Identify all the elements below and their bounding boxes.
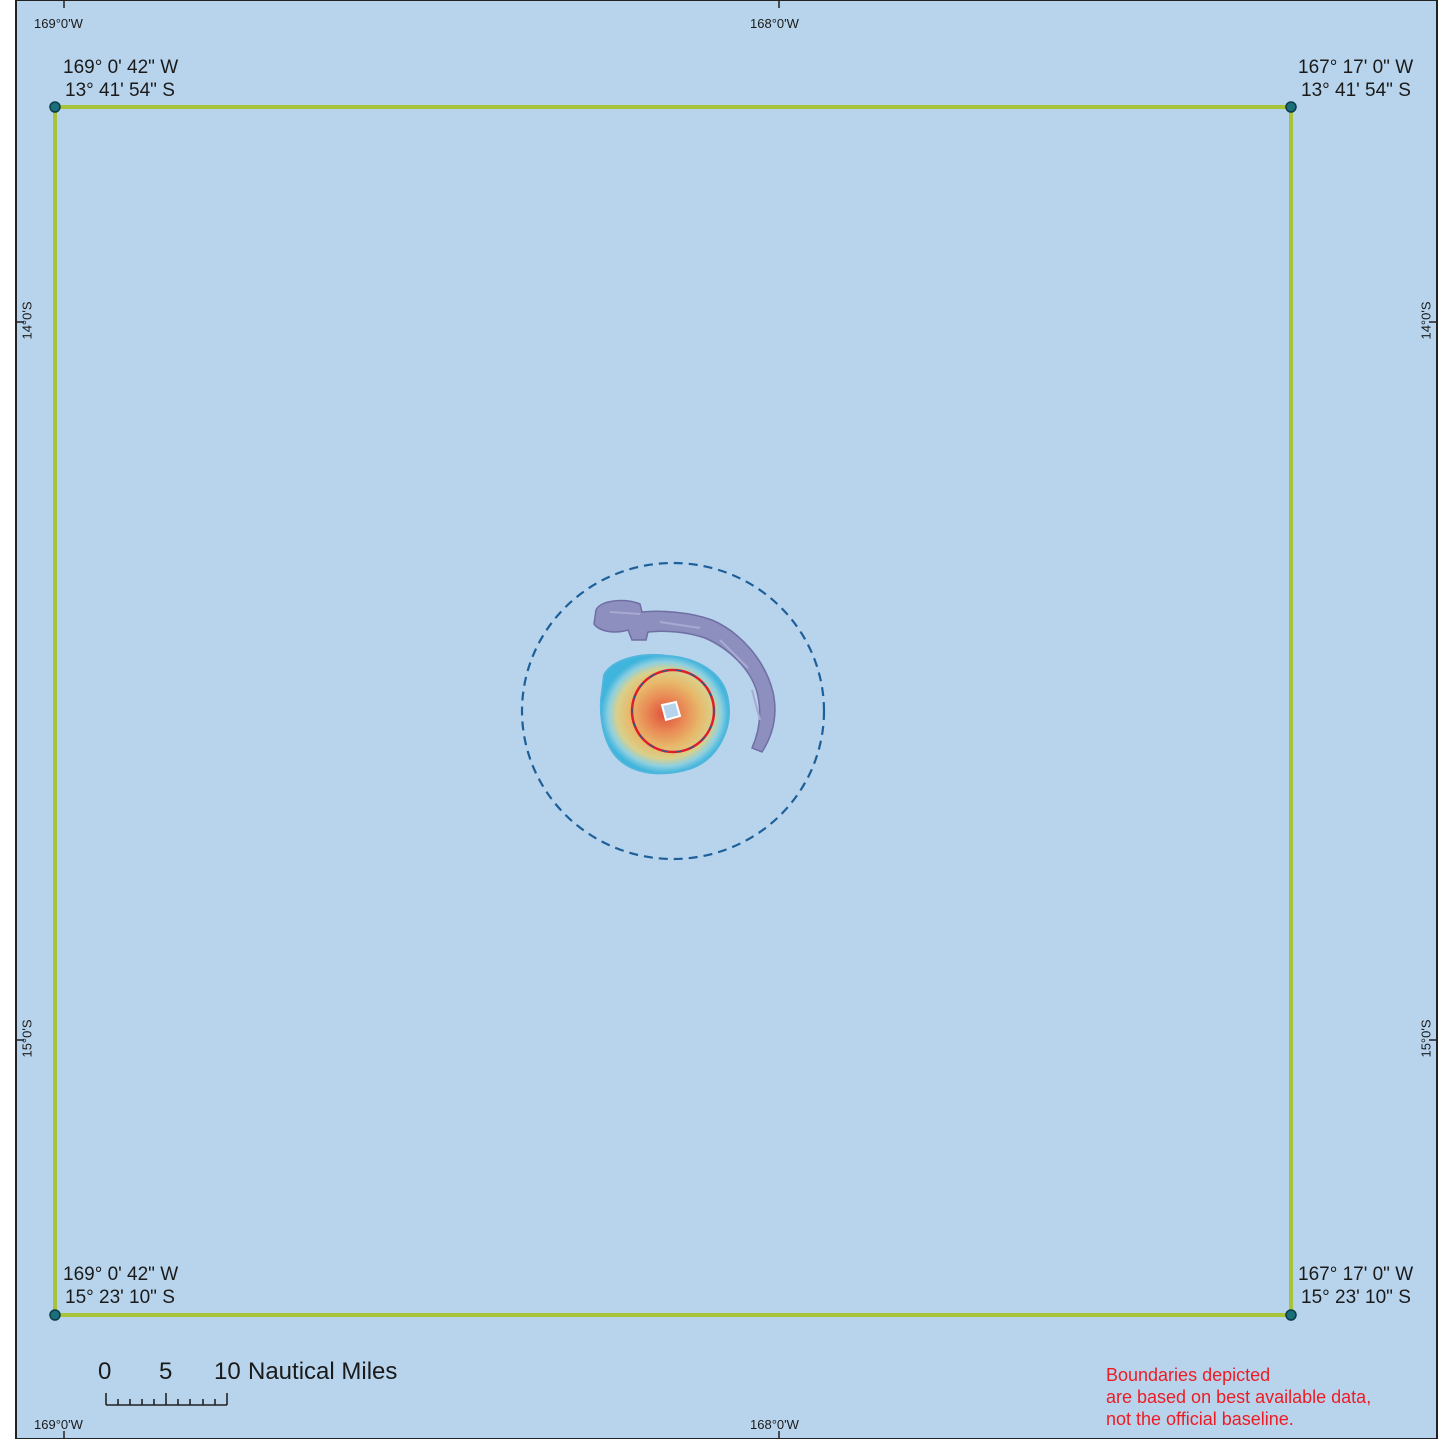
corner-lat: 15° 23' 10" S [1301,1287,1411,1308]
corner-point-top-right [1285,101,1297,113]
corner-label-bottom-left: 169° 0' 42" W 15° 23' 10" S [63,1263,178,1309]
dashed-boundary-circle [520,561,826,861]
graticule-left-label-1: 14°0'S [19,301,35,340]
disclaimer-line-3: not the official baseline. [1106,1409,1294,1429]
scale-tick-5: 5 [159,1358,173,1385]
graticule-ticks [16,0,1437,1439]
corner-lat: 13° 41' 54" S [1301,80,1411,101]
corner-point-bottom-right [1285,1309,1297,1321]
corner-lat: 15° 23' 10" S [65,1287,175,1308]
corner-label-top-right: 167° 17' 0" W 13° 41' 54" S [1298,56,1413,102]
corner-point-bottom-left [49,1309,61,1321]
disclaimer-note: Boundaries depicted are based on best av… [1106,1364,1371,1430]
swath-bathymetry [593,599,776,753]
graticule-left-label-2: 15°0'S [19,1019,35,1058]
scale-tick-10: 10 [214,1358,241,1385]
graticule-bottom-label-2: 168°0'W [750,1417,799,1432]
corner-lon: 169° 0' 42" W [63,57,179,78]
graticule-right-label-1: 14°0'S [1418,301,1434,340]
corner-lon: 169° 0' 42" W [63,1264,179,1285]
corner-lat: 13° 41' 54" S [65,80,175,101]
scale-tick-0: 0 [98,1358,112,1385]
scale-bar-graphic [105,1393,228,1406]
corner-points [49,101,1297,1321]
disclaimer-line-1: Boundaries depicted [1106,1365,1271,1385]
corner-label-top-left: 169° 0' 42" W 13° 41' 54" S [63,56,178,102]
scale-units: Nautical Miles [248,1358,398,1385]
corner-point-top-left [49,101,61,113]
corner-label-bottom-right: 167° 17' 0" W 15° 23' 10" S [1298,1263,1413,1309]
graticule-top-label-2: 168°0'W [750,16,799,31]
graticule-top-label-1: 169°0'W [34,16,83,31]
corner-lon: 167° 17' 0" W [1298,57,1414,78]
boundary-rectangle [53,105,1293,1317]
island-bathymetry [599,654,730,775]
graticule-bottom-label-1: 169°0'W [34,1417,83,1432]
island-land [660,700,682,722]
disclaimer-line-2: are based on best available data, [1106,1387,1372,1407]
graticule-right-label-2: 15°0'S [1418,1019,1434,1058]
corner-lon: 167° 17' 0" W [1298,1264,1414,1285]
